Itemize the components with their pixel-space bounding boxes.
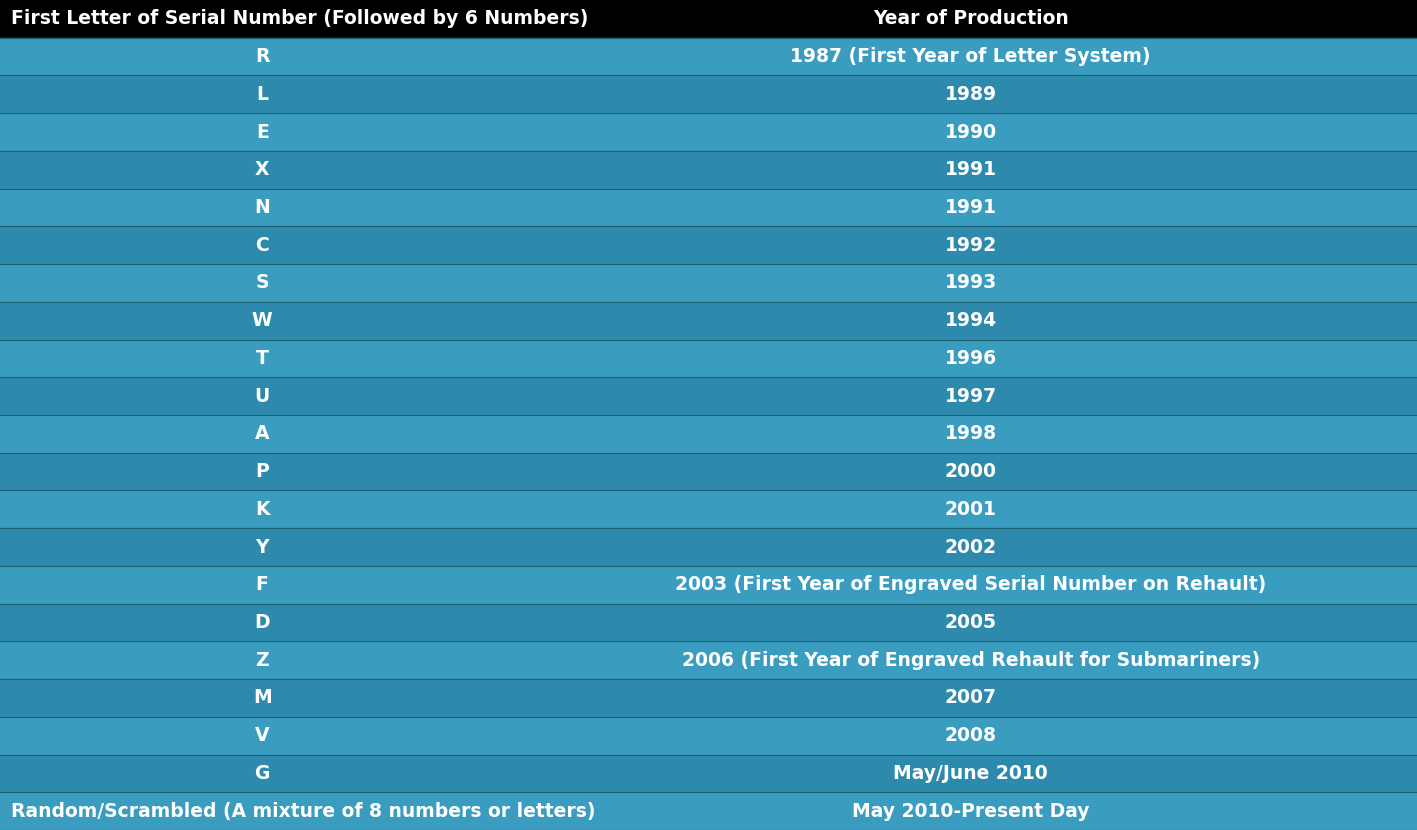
Text: G: G bbox=[255, 764, 269, 783]
Text: 2007: 2007 bbox=[945, 688, 996, 707]
Bar bbox=[0, 76, 1417, 113]
Bar bbox=[0, 415, 1417, 452]
Text: M: M bbox=[252, 688, 272, 707]
Text: 2000: 2000 bbox=[945, 462, 996, 481]
Text: N: N bbox=[254, 198, 271, 217]
Bar bbox=[0, 378, 1417, 415]
Text: 1990: 1990 bbox=[945, 123, 996, 142]
Text: C: C bbox=[255, 236, 269, 255]
Text: 1993: 1993 bbox=[945, 273, 996, 292]
Bar bbox=[0, 793, 1417, 830]
Bar bbox=[0, 227, 1417, 264]
Text: Random/Scrambled (A mixture of 8 numbers or letters): Random/Scrambled (A mixture of 8 numbers… bbox=[11, 802, 595, 821]
Bar bbox=[0, 264, 1417, 302]
Text: S: S bbox=[255, 273, 269, 292]
Text: T: T bbox=[255, 349, 269, 368]
Bar bbox=[0, 113, 1417, 151]
Text: X: X bbox=[255, 160, 269, 179]
Bar bbox=[0, 0, 1417, 37]
Text: 1994: 1994 bbox=[945, 311, 996, 330]
Text: 2005: 2005 bbox=[945, 613, 996, 632]
Text: Z: Z bbox=[255, 651, 269, 670]
Bar bbox=[0, 717, 1417, 754]
Bar bbox=[0, 566, 1417, 603]
Text: 1998: 1998 bbox=[945, 424, 996, 443]
Text: May 2010-Present Day: May 2010-Present Day bbox=[852, 802, 1090, 821]
Text: May/June 2010: May/June 2010 bbox=[893, 764, 1049, 783]
Text: K: K bbox=[255, 500, 269, 519]
Text: P: P bbox=[255, 462, 269, 481]
Text: 1992: 1992 bbox=[945, 236, 996, 255]
Text: 2002: 2002 bbox=[945, 538, 996, 557]
Bar bbox=[0, 754, 1417, 793]
Bar bbox=[0, 603, 1417, 642]
Text: 1997: 1997 bbox=[945, 387, 996, 406]
Bar bbox=[0, 642, 1417, 679]
Bar bbox=[0, 188, 1417, 227]
Text: 1991: 1991 bbox=[945, 160, 996, 179]
Text: 1991: 1991 bbox=[945, 198, 996, 217]
Bar bbox=[0, 339, 1417, 378]
Text: 2001: 2001 bbox=[945, 500, 996, 519]
Text: A: A bbox=[255, 424, 269, 443]
Text: 1996: 1996 bbox=[945, 349, 996, 368]
Text: E: E bbox=[256, 123, 268, 142]
Bar bbox=[0, 37, 1417, 76]
Text: 1989: 1989 bbox=[945, 85, 996, 104]
Text: D: D bbox=[254, 613, 271, 632]
Text: V: V bbox=[255, 726, 269, 745]
Bar bbox=[0, 151, 1417, 188]
Text: Y: Y bbox=[255, 538, 269, 557]
Text: 2008: 2008 bbox=[945, 726, 996, 745]
Text: 1987 (First Year of Letter System): 1987 (First Year of Letter System) bbox=[791, 47, 1151, 66]
Bar bbox=[0, 491, 1417, 528]
Text: F: F bbox=[255, 575, 269, 594]
Text: U: U bbox=[255, 387, 269, 406]
Text: W: W bbox=[252, 311, 272, 330]
Text: First Letter of Serial Number (Followed by 6 Numbers): First Letter of Serial Number (Followed … bbox=[11, 9, 588, 28]
Text: Year of Production: Year of Production bbox=[873, 9, 1068, 28]
Bar bbox=[0, 452, 1417, 491]
Text: 2003 (First Year of Engraved Serial Number on Rehault): 2003 (First Year of Engraved Serial Numb… bbox=[674, 575, 1267, 594]
Text: L: L bbox=[256, 85, 268, 104]
Bar bbox=[0, 528, 1417, 566]
Text: 2006 (First Year of Engraved Rehault for Submariners): 2006 (First Year of Engraved Rehault for… bbox=[682, 651, 1260, 670]
Bar bbox=[0, 679, 1417, 717]
Text: R: R bbox=[255, 47, 269, 66]
Bar bbox=[0, 302, 1417, 339]
